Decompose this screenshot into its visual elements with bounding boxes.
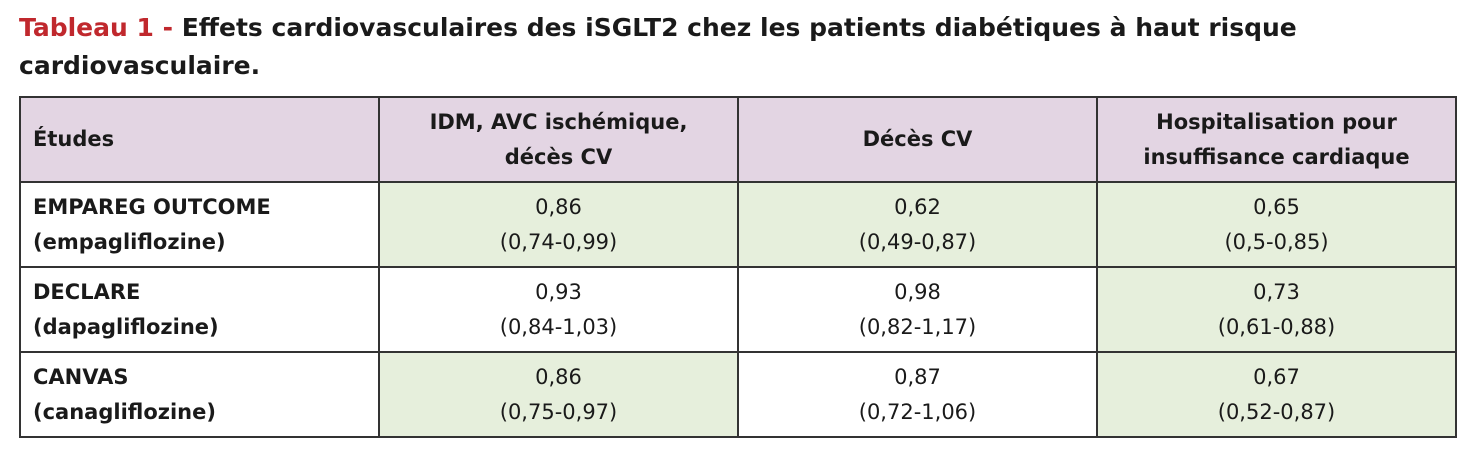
study-drug: (canagliflozine)	[33, 399, 216, 424]
header-cv-death: Décès CV	[737, 96, 1098, 183]
study-drug: (dapagliflozine)	[33, 314, 219, 339]
header-line: insuffisance cardiaque	[1143, 144, 1410, 169]
confidence-interval: (0,82-1,17)	[858, 314, 977, 339]
value-cell: 0,86 (0,75-0,97)	[378, 351, 739, 438]
confidence-interval: (0,61-0,88)	[1217, 314, 1336, 339]
value-cell: 0,87 (0,72-1,06)	[737, 351, 1098, 438]
confidence-interval: (0,84-1,03)	[499, 314, 618, 339]
confidence-interval: (0,74-0,99)	[499, 229, 618, 254]
hazard-ratio: 0,67	[1253, 364, 1300, 389]
hazard-ratio: 0,65	[1253, 194, 1300, 219]
study-cell: CANVAS (canagliflozine)	[19, 351, 380, 438]
study-name: CANVAS	[33, 364, 129, 389]
confidence-interval: (0,52-0,87)	[1217, 399, 1336, 424]
confidence-interval: (0,49-0,87)	[858, 229, 977, 254]
confidence-interval: (0,72-1,06)	[858, 399, 977, 424]
caption-text: Effets cardiovasculaires des iSGLT2 chez…	[19, 13, 1297, 80]
caption-separator: -	[153, 13, 182, 42]
value-cell: 0,98 (0,82-1,17)	[737, 266, 1098, 353]
study-drug: (empagliflozine)	[33, 229, 226, 254]
header-line: IDM, AVC ischémique,	[429, 109, 688, 134]
header-line: décès CV	[504, 144, 613, 169]
study-cell: DECLARE (dapagliflozine)	[19, 266, 380, 353]
header-line: Décès CV	[862, 127, 973, 151]
header-studies: Études	[19, 96, 380, 183]
hazard-ratio: 0,62	[894, 194, 941, 219]
hazard-ratio: 0,93	[535, 279, 582, 304]
value-cell: 0,86 (0,74-0,99)	[378, 181, 739, 268]
table-row: EMPAREG OUTCOME (empagliflozine) 0,86 (0…	[19, 181, 1457, 268]
results-table: Études IDM, AVC ischémique, décès CV Déc…	[19, 96, 1457, 438]
header-heart-failure: Hospitalisation pour insuffisance cardia…	[1096, 96, 1457, 183]
hazard-ratio: 0,73	[1253, 279, 1300, 304]
caption-label: Tableau 1	[19, 13, 154, 42]
header-mace: IDM, AVC ischémique, décès CV	[378, 96, 739, 183]
table-caption: Tableau 1 - Effets cardiovasculaires des…	[19, 9, 1459, 85]
study-name: EMPAREG OUTCOME	[33, 194, 271, 219]
confidence-interval: (0,5-0,85)	[1224, 229, 1329, 254]
hazard-ratio: 0,86	[535, 364, 582, 389]
study-cell: EMPAREG OUTCOME (empagliflozine)	[19, 181, 380, 268]
hazard-ratio: 0,98	[894, 279, 941, 304]
value-cell: 0,93 (0,84-1,03)	[378, 266, 739, 353]
header-row: Études IDM, AVC ischémique, décès CV Déc…	[19, 96, 1457, 183]
header-line: Hospitalisation pour	[1156, 109, 1397, 134]
value-cell: 0,67 (0,52-0,87)	[1096, 351, 1457, 438]
confidence-interval: (0,75-0,97)	[499, 399, 618, 424]
hazard-ratio: 0,86	[535, 194, 582, 219]
hazard-ratio: 0,87	[894, 364, 941, 389]
study-name: DECLARE	[33, 279, 141, 304]
value-cell: 0,65 (0,5-0,85)	[1096, 181, 1457, 268]
value-cell: 0,62 (0,49-0,87)	[737, 181, 1098, 268]
value-cell: 0,73 (0,61-0,88)	[1096, 266, 1457, 353]
header-line: Études	[33, 127, 115, 151]
table-row: CANVAS (canagliflozine) 0,86 (0,75-0,97)…	[19, 351, 1457, 438]
table-row: DECLARE (dapagliflozine) 0,93 (0,84-1,03…	[19, 266, 1457, 353]
